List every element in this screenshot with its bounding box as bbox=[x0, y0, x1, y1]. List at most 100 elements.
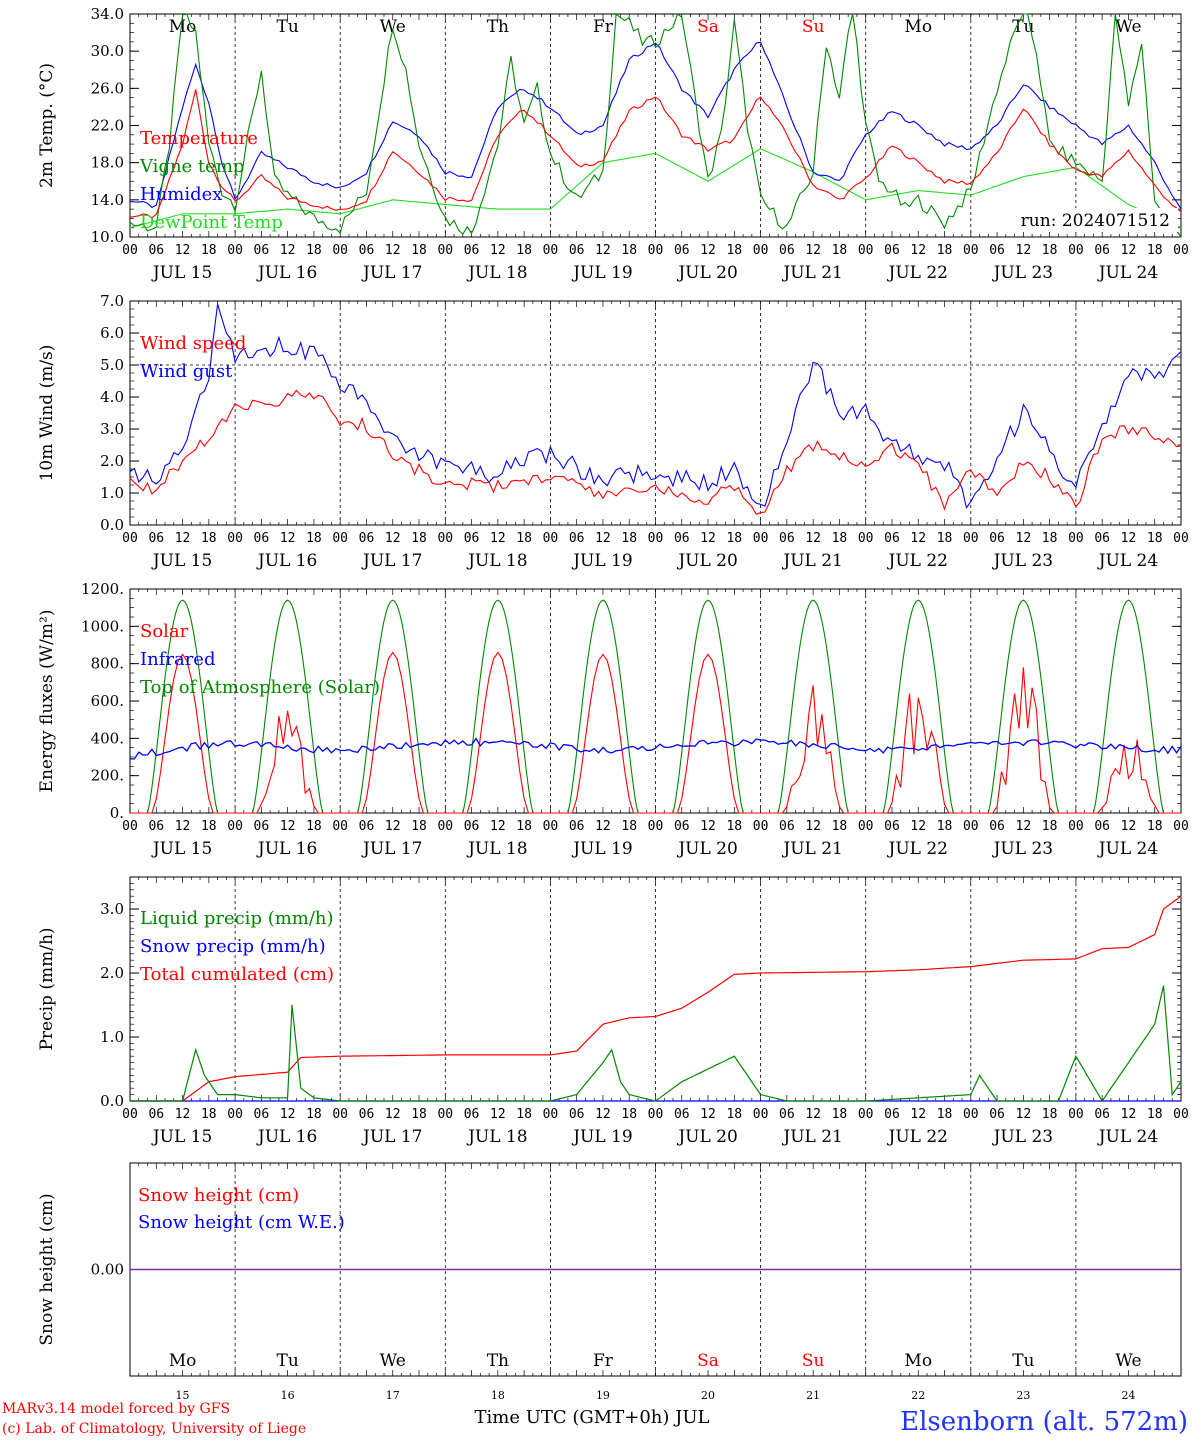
hour-label: 12 bbox=[700, 243, 716, 258]
date-label: JUL 16 bbox=[256, 263, 317, 283]
hour-label: 18 bbox=[621, 1107, 637, 1122]
panel-2: 0.0 1.0 2.0 3.0 4.0 5.0 6.0 7.0 10m Wind (m/s) 00… bbox=[37, 292, 1189, 571]
x-axis-title: Time UTC (GMT+0h) JUL bbox=[475, 1407, 710, 1428]
hour-label: 18 bbox=[832, 243, 848, 258]
day-number: 17 bbox=[386, 1389, 400, 1402]
series-humidex bbox=[129, 41, 1182, 210]
y-tick-label: 1200. bbox=[81, 580, 124, 598]
day-number: 20 bbox=[701, 1389, 715, 1402]
hour-label: 00 bbox=[963, 819, 979, 834]
date-label: JUL 19 bbox=[571, 263, 632, 283]
date-label: JUL 24 bbox=[1097, 1127, 1158, 1147]
hour-label: 12 bbox=[1121, 819, 1137, 834]
weekday-label: We bbox=[380, 17, 406, 37]
legend-entry: Snow height (cm W.E.) bbox=[138, 1212, 345, 1233]
hour-label: 00 bbox=[227, 819, 243, 834]
hour-label: 18 bbox=[1042, 1107, 1058, 1122]
hour-label: 00 bbox=[858, 243, 874, 258]
day-number: 24 bbox=[1121, 1389, 1135, 1402]
hour-label: 00 bbox=[437, 243, 453, 258]
hour-label: 00 bbox=[963, 531, 979, 546]
y-tick-label: 1.0 bbox=[100, 484, 124, 502]
hour-label: 12 bbox=[385, 531, 401, 546]
credit-line-2: (c) Lab. of Climatology, University of L… bbox=[2, 1421, 306, 1437]
weekday-label: Fr bbox=[593, 1351, 614, 1371]
hour-label: 00 bbox=[1173, 819, 1189, 834]
footer: MARv3.14 model forced by GFS (c) Lab. of … bbox=[2, 1401, 1188, 1437]
hour-label: 12 bbox=[175, 243, 191, 258]
hour-label: 00 bbox=[227, 1107, 243, 1122]
hour-label: 12 bbox=[1016, 1107, 1032, 1122]
weekday-label: Mo bbox=[904, 1351, 932, 1371]
hour-label: 06 bbox=[254, 531, 270, 546]
hour-label: 12 bbox=[490, 819, 506, 834]
legend-entry: Liquid precip (mm/h) bbox=[140, 908, 334, 929]
hour-label: 06 bbox=[464, 531, 480, 546]
date-label: JUL 18 bbox=[466, 839, 527, 859]
y-tick-label: 200. bbox=[91, 767, 124, 785]
date-label: JUL 16 bbox=[256, 551, 317, 571]
hour-label: 06 bbox=[1094, 1107, 1110, 1122]
station-label: Elsenborn (alt. 572m) bbox=[900, 1407, 1188, 1437]
run-label-bg bbox=[988, 208, 1178, 232]
hour-label: 06 bbox=[569, 531, 585, 546]
series-wind-speed bbox=[129, 389, 1182, 515]
hour-label: 12 bbox=[805, 819, 821, 834]
hour-label: 06 bbox=[148, 531, 164, 546]
hour-label: 06 bbox=[989, 1107, 1005, 1122]
hour-label: 00 bbox=[332, 1107, 348, 1122]
series-solar bbox=[130, 651, 1181, 814]
hour-label: 18 bbox=[726, 819, 742, 834]
run-label: run: 2024071512 bbox=[1021, 211, 1170, 231]
legend-entry: Infrared bbox=[140, 649, 215, 670]
snow-series: Snow height (cm) Snow height (cm W.E.) Mo 1… bbox=[138, 1185, 1142, 1402]
weekday-label: Tu bbox=[277, 17, 299, 37]
y-tick-label: 800. bbox=[91, 655, 124, 673]
hour-label: 06 bbox=[148, 819, 164, 834]
hour-label: 12 bbox=[595, 819, 611, 834]
y-tick-label: 34.0 bbox=[91, 5, 124, 23]
hour-label: 06 bbox=[569, 1107, 585, 1122]
y-tick-label: 30.0 bbox=[91, 42, 124, 60]
hour-label: 18 bbox=[937, 819, 953, 834]
hour-label: 18 bbox=[937, 243, 953, 258]
hour-label: 18 bbox=[1147, 819, 1163, 834]
date-label: JUL 17 bbox=[361, 551, 422, 571]
y-tick-label: 600. bbox=[91, 692, 124, 710]
hour-label: 00 bbox=[543, 531, 559, 546]
hour-label: 18 bbox=[621, 819, 637, 834]
date-label: JUL 23 bbox=[992, 263, 1053, 283]
hour-label: 06 bbox=[254, 243, 270, 258]
legend-entry: Temperature bbox=[140, 128, 258, 149]
hour-label: 00 bbox=[332, 819, 348, 834]
hour-label: 18 bbox=[1147, 1107, 1163, 1122]
hour-label: 18 bbox=[937, 1107, 953, 1122]
hour-label: 18 bbox=[306, 531, 322, 546]
date-label: JUL 18 bbox=[466, 1127, 527, 1147]
date-label: JUL 22 bbox=[887, 263, 948, 283]
date-label: JUL 15 bbox=[151, 1127, 212, 1147]
panel-3: 0. 200. 400. 600. 800. 1000. 1200. Energy fluxe… bbox=[37, 580, 1189, 859]
legend-entry: Wind gust bbox=[140, 361, 233, 382]
hour-label: 00 bbox=[753, 243, 769, 258]
y-tick-label: 3.0 bbox=[100, 900, 124, 918]
hour-label: 12 bbox=[805, 1107, 821, 1122]
date-label: JUL 21 bbox=[781, 263, 842, 283]
legend-entry: Solar bbox=[140, 621, 189, 642]
hour-label: 18 bbox=[411, 1107, 427, 1122]
hour-label: 00 bbox=[543, 1107, 559, 1122]
hour-label: 00 bbox=[1068, 243, 1084, 258]
hour-label: 06 bbox=[884, 531, 900, 546]
hour-label: 00 bbox=[122, 243, 138, 258]
hour-label: 12 bbox=[1016, 819, 1032, 834]
date-label: JUL 19 bbox=[571, 1127, 632, 1147]
hour-label: 12 bbox=[175, 1107, 191, 1122]
hour-label: 06 bbox=[674, 243, 690, 258]
hour-label: 06 bbox=[254, 1107, 270, 1122]
legend-entry: Humidex bbox=[140, 184, 222, 205]
hour-label: 18 bbox=[306, 243, 322, 258]
date-label: JUL 22 bbox=[887, 551, 948, 571]
legend-entry: Snow height (cm) bbox=[138, 1185, 299, 1206]
y-tick-label: 10.0 bbox=[91, 228, 124, 246]
hour-label: 00 bbox=[227, 243, 243, 258]
